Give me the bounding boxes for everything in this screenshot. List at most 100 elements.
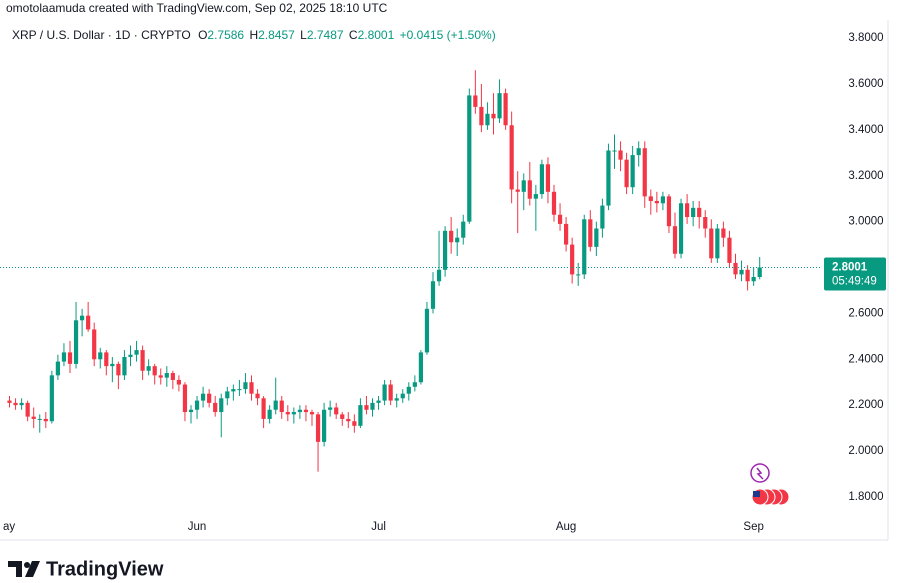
candle-body [479, 106, 484, 126]
y-tick-label: 3.8000 [848, 32, 883, 44]
candle-body [358, 405, 363, 426]
candle-body [122, 356, 127, 376]
candle-body [37, 418, 42, 420]
candle-body [364, 405, 369, 410]
ohlc-value: 2.7586 [207, 28, 244, 42]
ohlc-label: C [349, 28, 358, 42]
candle-body [545, 164, 551, 192]
candle-body [61, 352, 67, 362]
candle-body [285, 412, 290, 415]
logo-mark [8, 561, 22, 577]
ohlc-label: L [300, 28, 307, 42]
candle-body [461, 221, 466, 238]
candle-body [376, 400, 381, 403]
x-tick-label: ay [3, 521, 15, 533]
candle-body [551, 191, 557, 215]
change-label: +0.0415 (+1.50%) [400, 28, 496, 42]
candle-body [685, 203, 690, 218]
candle-body [170, 373, 175, 380]
candle-body [636, 148, 641, 156]
candle-body [315, 414, 321, 442]
candle-body [19, 402, 24, 406]
y-tick-label: 2.4000 [848, 353, 883, 365]
event-icons [750, 463, 790, 506]
candle-body [648, 196, 653, 201]
price-tag [824, 257, 886, 291]
candle-body [67, 352, 73, 364]
candle-body [73, 320, 79, 364]
candle-body [691, 207, 696, 218]
candle-body [80, 315, 85, 321]
candle-body [449, 230, 454, 243]
y-tick-label: 2.6000 [848, 307, 883, 319]
candle-body [158, 375, 163, 378]
candle-body [273, 400, 278, 410]
candle-body [110, 363, 115, 367]
candle-body [509, 125, 514, 190]
candle-body [322, 409, 327, 442]
candle-body [334, 407, 339, 415]
candle-body [249, 382, 254, 394]
candle-body [582, 219, 587, 275]
candle-body [527, 180, 532, 199]
candle-body [309, 412, 315, 415]
candle-body [715, 228, 720, 259]
candle-body [751, 277, 756, 282]
candle-body [134, 350, 139, 355]
candle-body [13, 402, 18, 406]
candle-body [267, 409, 272, 419]
candle-body [503, 93, 508, 126]
candle-body [86, 315, 91, 330]
candle-body [370, 402, 375, 410]
candle-body [455, 237, 460, 243]
candle-body [146, 366, 151, 371]
attribution: omotolaamuda created with TradingView.co… [6, 1, 388, 15]
candle-body [164, 373, 169, 378]
brand-name: TradingView [46, 558, 164, 580]
axes: 1.80002.00002.20002.40002.60002.80003.00… [3, 32, 886, 533]
candle-body [412, 382, 417, 387]
candle-body [140, 350, 145, 371]
candle-body [279, 400, 284, 413]
plot-area [0, 70, 822, 472]
candle-body [31, 416, 36, 419]
candle-body [739, 269, 744, 275]
candle-body [400, 393, 405, 399]
candle-body [430, 281, 436, 309]
candle-body [533, 194, 538, 199]
y-tick-label: 3.0000 [848, 216, 883, 228]
logo-mark [25, 561, 40, 577]
candle-body [666, 196, 672, 227]
candle-body [406, 386, 411, 394]
ohlc-label: H [249, 28, 258, 42]
candle-body [243, 382, 248, 390]
candle-body [497, 93, 502, 119]
candle-body [128, 354, 133, 357]
candle-body [642, 148, 647, 197]
ohlc-label: O [198, 28, 207, 42]
x-tick-label: Jul [371, 521, 386, 533]
candle-body [733, 262, 738, 275]
candle-body [303, 409, 309, 413]
candle-body [424, 308, 430, 353]
candle-body [570, 244, 575, 275]
candle-body [346, 418, 351, 422]
candle-body [43, 418, 48, 422]
candle-body [352, 421, 357, 426]
candle-body [557, 214, 563, 224]
candle-body [618, 150, 623, 160]
candle-body [703, 217, 708, 229]
ohlc-value: 2.8001 [358, 28, 395, 42]
candle-body [757, 267, 762, 278]
event-flag-canton [753, 491, 760, 497]
candle-body [660, 196, 665, 204]
x-tick-label: Jun [188, 521, 207, 533]
candle-body [176, 379, 181, 385]
candle-body [182, 384, 188, 413]
candle-body [188, 409, 194, 413]
candle-body [328, 407, 333, 410]
candle-body [98, 352, 103, 360]
candle-body [194, 400, 200, 410]
candle-body [237, 389, 242, 391]
